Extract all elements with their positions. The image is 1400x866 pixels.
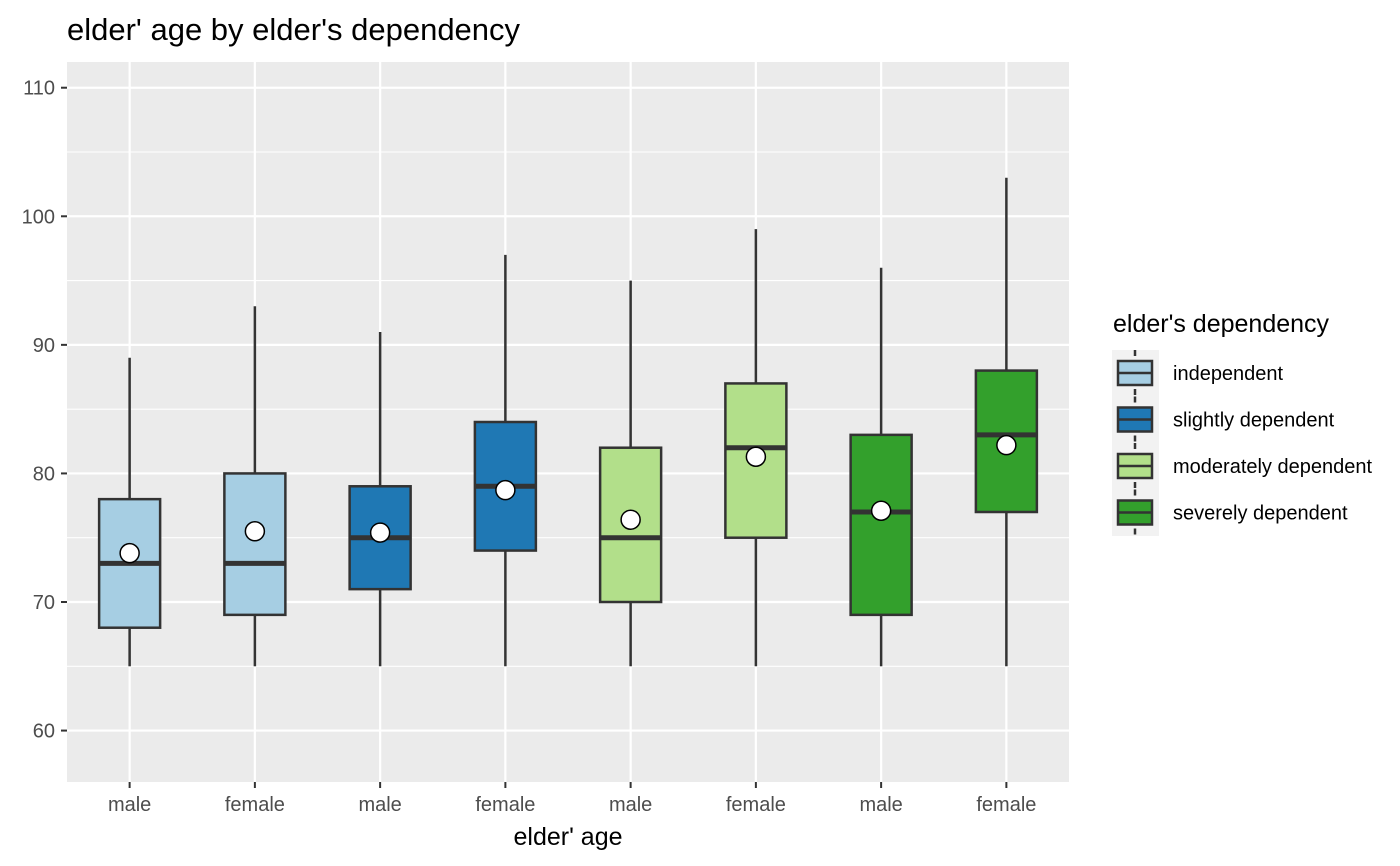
y-tick-label: 100 — [22, 206, 55, 228]
box-male-severely-dependent — [849, 267, 913, 667]
mean-point — [119, 542, 140, 564]
y-tick-label: 70 — [33, 592, 55, 614]
x-tick-label: male — [859, 794, 902, 816]
box-iqr — [849, 433, 913, 617]
legend-label: slightly dependent — [1173, 410, 1335, 432]
x-tick-label: male — [108, 794, 151, 816]
mean-point — [495, 479, 516, 501]
x-tick-label: female — [976, 794, 1036, 816]
x-tick-label: female — [225, 794, 285, 816]
legend-item-slightly-dependent: slightly dependent — [1116, 396, 1335, 443]
mean-point — [996, 434, 1017, 456]
legend-label: independent — [1173, 363, 1284, 385]
legend-item-severely-dependent: severely dependent — [1116, 489, 1348, 536]
y-tick-label: 60 — [33, 721, 55, 743]
mean-point — [369, 522, 391, 543]
mean-point — [745, 446, 767, 467]
box-female-moderately-dependent — [724, 229, 788, 667]
x-tick-label: male — [609, 794, 652, 816]
y-tick-label: 80 — [33, 463, 55, 485]
mean-point — [620, 509, 641, 530]
box-male-slightly-dependent — [348, 332, 412, 667]
chart-title: elder' age by elder's dependency — [67, 12, 521, 47]
box-female-independent — [223, 306, 287, 667]
legend-title: elder's dependency — [1113, 310, 1330, 338]
box-male-moderately-dependent — [598, 280, 663, 667]
legend-items: independent slightly dependent moderately … — [1116, 350, 1372, 536]
box-male-independent — [97, 357, 162, 667]
x-tick-label: male — [358, 794, 401, 816]
legend-label: moderately dependent — [1173, 456, 1372, 478]
box-series — [97, 177, 1039, 667]
x-axis-title: elder' age — [513, 823, 622, 851]
legend-item-moderately-dependent: moderately dependent — [1116, 443, 1372, 489]
mean-point — [870, 500, 892, 521]
legend-item-independent: independent — [1116, 350, 1284, 396]
mean-point — [244, 521, 266, 542]
box-female-severely-dependent — [974, 177, 1039, 667]
y-tick-label: 90 — [33, 335, 55, 357]
plot-panel — [67, 62, 1069, 782]
legend: elder's dependency independent slightly d… — [1112, 310, 1372, 536]
y-axis: 60 70 80 90 100 110 — [22, 78, 67, 743]
box-iqr — [223, 472, 287, 617]
x-tick-label: female — [726, 794, 786, 816]
x-tick-label: female — [475, 794, 535, 816]
legend-label: severely dependent — [1173, 503, 1348, 525]
x-axis: male female male female male female male female — [108, 782, 1036, 816]
y-tick-label: 110 — [23, 78, 55, 100]
box-female-slightly-dependent — [473, 254, 538, 667]
